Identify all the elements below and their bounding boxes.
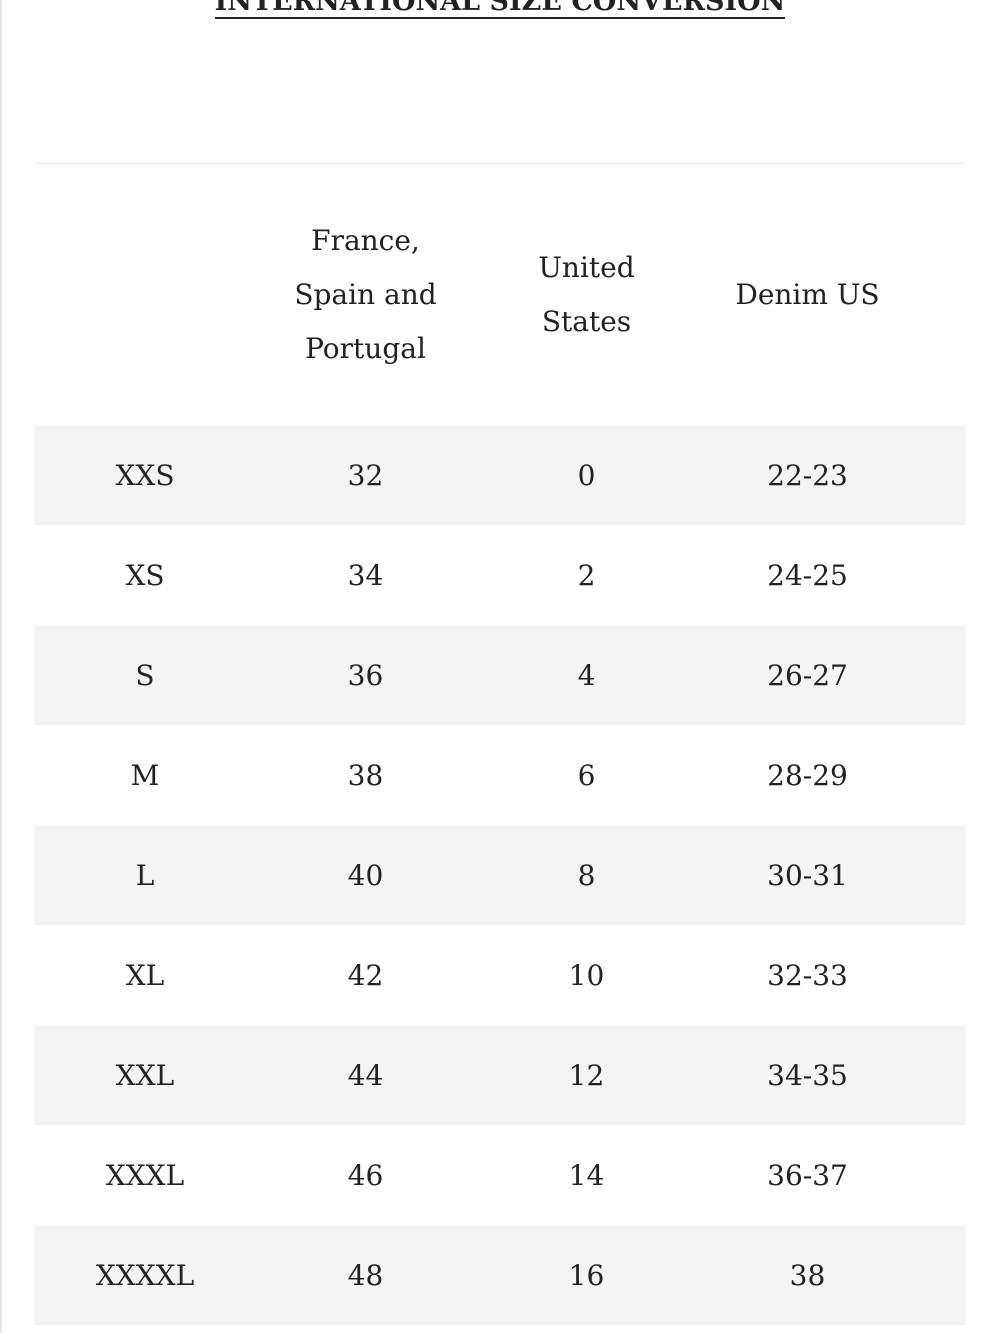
table-cell: 0 xyxy=(577,458,596,492)
divider xyxy=(35,163,965,164)
table-row: XXL 44 12 34-35 xyxy=(35,1025,965,1125)
table-cell xyxy=(918,725,965,825)
table-row: S 36 4 26-27 xyxy=(35,625,965,725)
table-cell: 38 xyxy=(347,758,384,792)
table-cell: 34-35 xyxy=(767,1058,848,1092)
table-cell: 16 xyxy=(568,1258,605,1292)
table-cell: 12 xyxy=(568,1058,605,1092)
table-cell: 26-27 xyxy=(767,658,848,692)
table-cell: 48 xyxy=(347,1258,384,1292)
header-text: United States xyxy=(538,250,635,338)
table-cell: XS xyxy=(125,558,165,592)
table-cell: 28-29 xyxy=(767,758,848,792)
table-cell xyxy=(918,625,965,725)
table-cell: 36 xyxy=(347,658,384,692)
table-cell xyxy=(918,1125,965,1225)
table-row: XS 34 2 24-25 xyxy=(35,525,965,625)
table-row: XXXL 46 14 36-37 xyxy=(35,1125,965,1225)
table-row: XXXXL 48 16 38 xyxy=(35,1225,965,1325)
header-cell: United States xyxy=(476,164,697,425)
table-row: XXS 32 0 22-23 xyxy=(35,425,965,525)
header-cell: Denim US xyxy=(697,164,918,425)
table-cell: 8 xyxy=(577,858,596,892)
table-cell: 6 xyxy=(577,758,596,792)
table-cell: 30-31 xyxy=(767,858,848,892)
header-text: Denim US xyxy=(735,277,880,311)
header-cell xyxy=(918,164,965,425)
table-cell: XL xyxy=(125,958,165,992)
table-cell: M xyxy=(130,758,160,792)
table-row: M 38 6 28-29 xyxy=(35,725,965,825)
table-cell xyxy=(918,1225,965,1325)
table-cell: XXXXL xyxy=(95,1258,195,1292)
table-cell: XXL xyxy=(115,1058,175,1092)
table-cell: 36-37 xyxy=(767,1158,848,1192)
table-cell: 10 xyxy=(568,958,605,992)
table-body: France, Spain and Portugal United States D… xyxy=(35,164,965,1325)
title: INTERNATIONAL SIZE CONVERSION xyxy=(0,0,1000,19)
header-cell xyxy=(35,164,255,425)
table-cell: 40 xyxy=(347,858,384,892)
table-cell: 22-23 xyxy=(767,458,848,492)
table-cell: 46 xyxy=(347,1158,384,1192)
table-cell: XXXL xyxy=(105,1158,185,1192)
table-row: L 40 8 30-31 xyxy=(35,825,965,925)
table-cell: 38 xyxy=(789,1258,826,1292)
table-cell: 42 xyxy=(347,958,384,992)
table-cell: 32 xyxy=(347,458,384,492)
size-table: France, Spain and Portugal United States D… xyxy=(35,164,965,1325)
table-cell xyxy=(918,925,965,1025)
header-text: France, Spain and Portugal xyxy=(294,223,437,365)
header-cell: France, Spain and Portugal xyxy=(255,164,476,425)
table-cell xyxy=(918,425,965,525)
title-text: INTERNATIONAL SIZE CONVERSION xyxy=(214,0,786,19)
page-edge xyxy=(0,0,2,1333)
table-cell: 24-25 xyxy=(767,558,848,592)
table-cell: S xyxy=(135,658,155,692)
header-row: France, Spain and Portugal United States D… xyxy=(35,164,965,425)
table-cell: 14 xyxy=(568,1158,605,1192)
table-cell xyxy=(918,1025,965,1125)
table-row: XL 42 10 32-33 xyxy=(35,925,965,1025)
table-cell: XXS xyxy=(115,458,175,492)
table-cell xyxy=(918,825,965,925)
table-cell: 2 xyxy=(577,558,596,592)
table-cell: L xyxy=(135,858,155,892)
table-cell xyxy=(918,525,965,625)
table-cell: 44 xyxy=(347,1058,384,1092)
table-cell: 32-33 xyxy=(767,958,848,992)
table-cell: 34 xyxy=(347,558,384,592)
table-cell: 4 xyxy=(577,658,596,692)
